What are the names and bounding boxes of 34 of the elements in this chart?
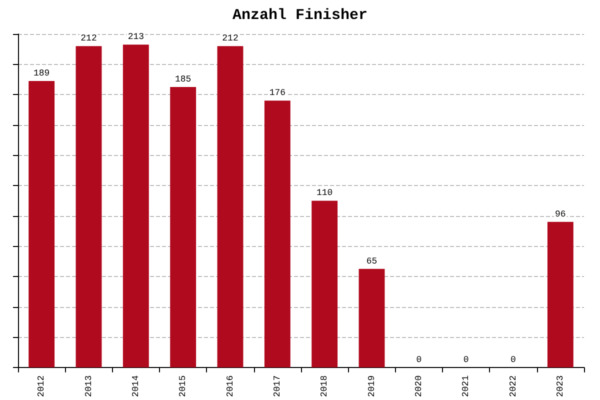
- x-tick-label: 2017: [272, 375, 282, 398]
- chart-title: Anzahl Finisher: [232, 7, 368, 24]
- x-tick-label: 2020: [414, 375, 424, 398]
- data-label: 0: [463, 354, 469, 365]
- data-label: 110: [316, 188, 333, 198]
- data-label: 185: [174, 74, 192, 85]
- x-tick-label: 2022: [508, 375, 518, 398]
- bar: [547, 222, 574, 368]
- data-label: 212: [222, 34, 238, 44]
- bar: [312, 200, 338, 368]
- bar: [170, 87, 196, 368]
- x-tick-label: 2014: [130, 375, 141, 398]
- x-tick-label: 2023: [555, 375, 566, 398]
- data-label: 65: [366, 256, 378, 266]
- data-label: 176: [269, 88, 286, 98]
- x-tick-label: 2019: [366, 375, 377, 398]
- bar: [28, 80, 55, 368]
- data-label: 0: [416, 354, 422, 365]
- bar: [217, 46, 244, 368]
- x-tick-label: 2016: [225, 375, 236, 398]
- x-tick-label: 2021: [461, 375, 472, 398]
- x-tick-label: 2015: [178, 375, 188, 398]
- data-label: 189: [33, 68, 50, 78]
- x-tick-label: 2018: [320, 375, 330, 398]
- data-label: 96: [555, 209, 566, 220]
- bar: [122, 44, 149, 368]
- data-label: 213: [128, 32, 144, 42]
- bar: [264, 100, 290, 368]
- bar: [76, 46, 102, 368]
- data-label: 212: [80, 34, 97, 44]
- x-tick-label: 2012: [36, 375, 47, 398]
- bar: [358, 268, 385, 368]
- x-tick-label: 2013: [84, 375, 94, 398]
- data-label: 0: [510, 354, 516, 365]
